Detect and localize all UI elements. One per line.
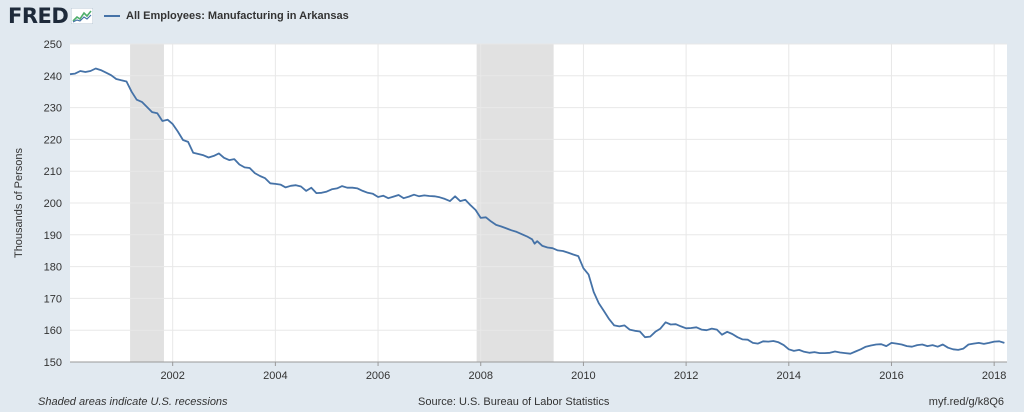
y-axis-title: Thousands of Persons <box>13 147 25 258</box>
y-tick-label: 250 <box>44 39 62 51</box>
fred-logo[interactable]: FRED <box>8 4 94 28</box>
y-tick-label: 160 <box>44 325 62 337</box>
y-tick-label: 170 <box>44 293 62 305</box>
x-tick-label: 2012 <box>674 370 698 382</box>
y-tick-label: 220 <box>44 134 62 146</box>
x-tick-label: 2006 <box>366 370 390 382</box>
series-line[interactable] <box>69 67 1005 355</box>
y-tick-label: 150 <box>44 357 62 369</box>
x-tick-label: 2010 <box>571 370 595 382</box>
graph-footer: Shaded areas indicate U.S. recessions So… <box>0 394 1024 412</box>
legend-line-swatch <box>104 15 120 17</box>
y-tick-label: 210 <box>44 166 62 178</box>
y-tick-label: 200 <box>44 198 62 210</box>
chart-legend: All Employees: Manufacturing in Arkansas <box>104 10 349 22</box>
legend-label: All Employees: Manufacturing in Arkansas <box>126 10 349 22</box>
x-tick-label: 2004 <box>263 370 287 382</box>
y-tick-label: 180 <box>44 262 62 274</box>
y-tick-label: 230 <box>44 103 62 115</box>
x-axis-ticks: 2002 2004 2006 2008 2010 2012 2014 2016 2018 <box>70 361 1007 382</box>
y-tick-label: 240 <box>44 71 62 83</box>
source-note: Source: U.S. Bureau of Labor Statistics <box>418 396 610 408</box>
y-axis-ticks: 150 160 170 180 190 200 210 220 230 240 250 <box>44 39 62 369</box>
fred-graph-logo-icon <box>71 8 94 24</box>
short-link[interactable]: myf.red/g/k8Q6 <box>928 396 1004 408</box>
x-tick-label: 2016 <box>879 370 903 382</box>
y-tick-label: 190 <box>44 230 62 242</box>
logo-text: FRED <box>8 4 69 28</box>
graph-header: FRED All Employees: Manufacturing in Ark… <box>0 0 1024 34</box>
x-tick-label: 2002 <box>160 370 184 382</box>
x-tick-label: 2008 <box>468 370 492 382</box>
x-tick-label: 2018 <box>982 370 1006 382</box>
recession-note: Shaded areas indicate U.S. recessions <box>38 396 228 408</box>
x-tick-label: 2014 <box>777 370 801 382</box>
